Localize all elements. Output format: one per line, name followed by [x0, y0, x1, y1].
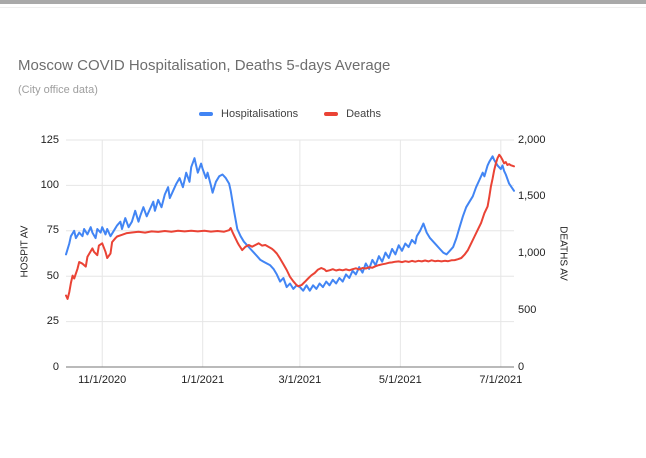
deaths-line[interactable] — [65, 153, 515, 300]
left-axis-tick: 0 — [52, 360, 59, 373]
left-axis-tick: 125 — [40, 133, 59, 146]
divider — [0, 7, 646, 8]
chart-legend: Hospitalisations Deaths — [66, 104, 514, 124]
deaths-series-swatch — [324, 112, 339, 116]
x-axis-tick: 7/1/2021 — [479, 374, 523, 386]
chart-title: Moscow COVID Hospitalisation, Deaths 5-d… — [18, 57, 391, 74]
window-top-border — [0, 0, 646, 4]
chart-subtitle: (City office data) — [18, 84, 98, 96]
right-axis-tick: 1,500 — [518, 190, 546, 203]
right-axis-tick: 2,000 — [518, 133, 546, 146]
right-axis-tick: 500 — [518, 303, 537, 316]
hospitalisations-line[interactable] — [65, 155, 515, 292]
x-axis-tick: 11/1/2020 — [78, 374, 127, 386]
legend-label: Deaths — [346, 108, 381, 120]
left-axis-tick: 75 — [46, 224, 59, 237]
left-axis-tick: 25 — [46, 315, 59, 328]
hospitalisations-series-swatch — [199, 112, 214, 116]
x-axis-tick: 5/1/2021 — [378, 374, 422, 386]
legend-item-hospitalisations: Hospitalisations — [199, 108, 298, 120]
left-axis-tick: 100 — [40, 178, 59, 191]
left-axis-tick: 50 — [46, 269, 59, 282]
legend-label: Hospitalisations — [221, 108, 299, 120]
x-axis-tick: 1/1/2021 — [181, 374, 225, 386]
legend-item-deaths: Deaths — [324, 108, 381, 120]
x-axis-tick: 3/1/2021 — [278, 374, 322, 386]
right-axis-tick: 0 — [518, 360, 525, 373]
right-axis-tick: 1,000 — [518, 247, 546, 259]
